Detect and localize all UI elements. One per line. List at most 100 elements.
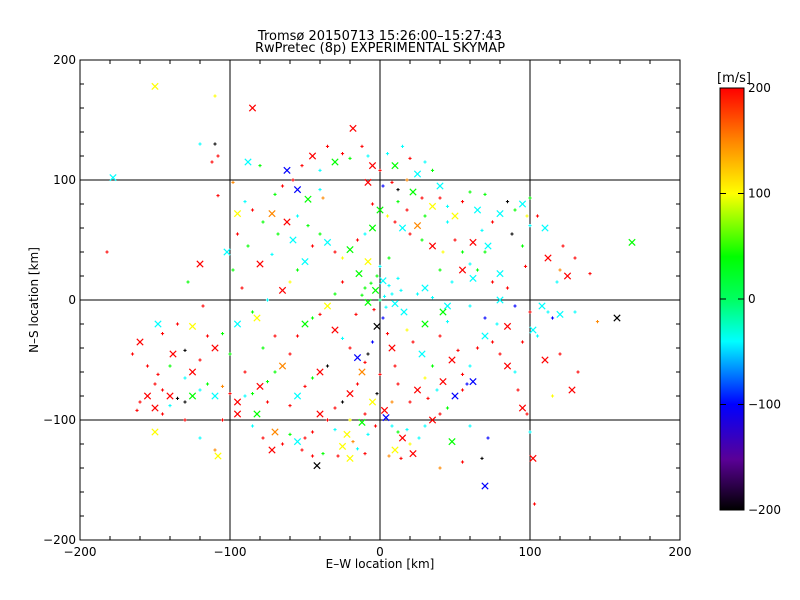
data-point: [396, 200, 400, 204]
data-point: [428, 202, 437, 211]
x-tick-label: 200: [669, 545, 692, 559]
data-point: [258, 164, 262, 168]
data-point: [573, 256, 577, 260]
data-point: [438, 412, 442, 416]
data-point: [276, 232, 280, 236]
data-point: [233, 320, 242, 328]
data-point: [438, 268, 442, 272]
data-point: [520, 244, 525, 248]
data-point: [153, 382, 157, 386]
y-tick-label: −100: [43, 413, 76, 427]
data-point: [188, 392, 197, 400]
data-point: [396, 276, 400, 280]
data-point: [451, 392, 459, 400]
data-point: [469, 274, 477, 283]
data-point: [408, 442, 412, 446]
colorbar-tick-label: 100: [748, 187, 771, 201]
data-point: [495, 322, 499, 326]
data-point: [293, 185, 302, 194]
data-point: [175, 396, 180, 400]
data-point: [435, 388, 439, 392]
data-point: [213, 142, 217, 146]
data-point: [405, 328, 409, 332]
data-point: [289, 236, 297, 244]
data-point: [295, 334, 300, 338]
data-point: [333, 250, 337, 254]
data-point: [198, 358, 202, 362]
data-point: [175, 322, 180, 326]
data-point: [151, 428, 159, 436]
data-point: [595, 320, 600, 324]
data-point: [385, 152, 390, 156]
data-point: [423, 214, 427, 218]
data-point: [109, 173, 117, 182]
chart-subtitle: RwPretec (8p) EXPERIMENTAL SKYMAP: [255, 41, 505, 56]
data-point: [451, 212, 459, 220]
data-point: [205, 382, 210, 386]
data-point: [261, 346, 265, 350]
data-point: [385, 332, 390, 336]
data-point: [318, 312, 322, 316]
x-tick-label: 0: [376, 545, 384, 559]
data-point: [340, 400, 345, 404]
colorbar-unit: [m/s]: [717, 71, 751, 86]
data-point: [628, 238, 636, 247]
data-point: [151, 82, 159, 91]
data-point: [372, 308, 376, 312]
data-point: [405, 208, 409, 212]
data-point: [316, 368, 324, 376]
data-point: [558, 268, 562, 272]
data-point: [364, 298, 372, 307]
data-point: [358, 418, 366, 427]
data-point: [154, 320, 162, 328]
data-point: [349, 124, 357, 133]
data-point: [188, 368, 197, 376]
x-axis: −200 −100 0 100 200: [64, 60, 692, 559]
data-point: [505, 200, 510, 204]
data-point: [503, 322, 512, 331]
data-point: [376, 206, 384, 214]
data-point: [413, 170, 422, 178]
data-point: [486, 436, 490, 440]
data-point: [510, 232, 514, 236]
data-point: [518, 200, 527, 208]
data-point: [373, 424, 378, 428]
data-point: [145, 364, 150, 368]
data-point: [528, 430, 532, 434]
data-point: [438, 466, 442, 470]
data-point: [391, 161, 399, 170]
data-point: [469, 377, 477, 386]
data-point: [220, 418, 225, 422]
data-point: [135, 408, 139, 412]
data-point: [528, 196, 532, 200]
data-point: [340, 152, 345, 156]
data-point: [166, 392, 174, 400]
data-point: [396, 382, 400, 386]
data-point: [384, 305, 388, 309]
data-point: [400, 308, 408, 316]
data-point: [268, 209, 276, 218]
data-point: [310, 430, 315, 434]
data-point: [469, 238, 477, 247]
data-point: [295, 268, 300, 272]
data-point: [563, 272, 572, 280]
data-point: [525, 412, 529, 416]
data-point: [400, 144, 405, 148]
data-point: [415, 292, 420, 296]
data-point: [211, 392, 219, 400]
data-point: [448, 356, 456, 364]
data-point: [183, 418, 187, 422]
data-point: [368, 161, 377, 170]
data-point: [213, 94, 217, 98]
data-point: [481, 482, 489, 490]
data-point: [439, 308, 447, 316]
data-point: [468, 304, 472, 308]
data-point: [250, 208, 255, 212]
data-point: [498, 352, 502, 356]
data-point: [323, 302, 332, 310]
data-point: [525, 214, 529, 218]
data-point: [243, 200, 247, 204]
data-point: [340, 280, 345, 284]
data-point: [430, 364, 435, 368]
data-point: [529, 454, 537, 463]
